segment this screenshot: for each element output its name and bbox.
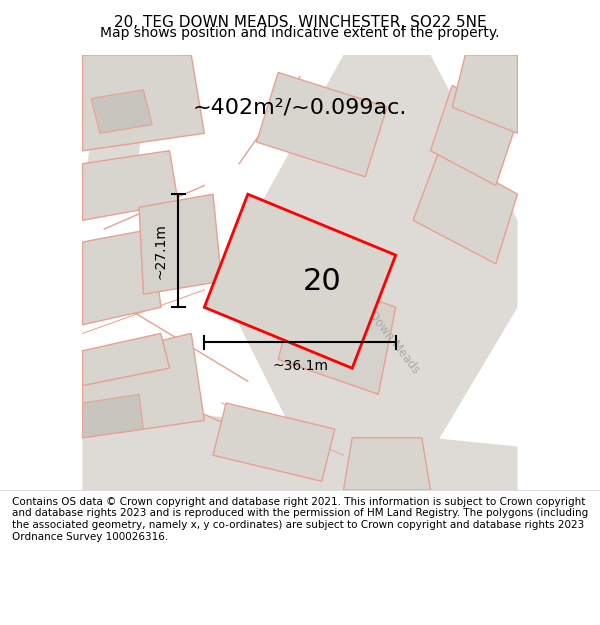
Polygon shape: [413, 151, 517, 264]
Text: Contains OS data © Crown copyright and database right 2021. This information is : Contains OS data © Crown copyright and d…: [12, 497, 588, 541]
Polygon shape: [235, 55, 517, 490]
Polygon shape: [82, 333, 204, 437]
Polygon shape: [204, 194, 396, 368]
Polygon shape: [82, 394, 143, 438]
Polygon shape: [82, 403, 517, 490]
Polygon shape: [257, 72, 387, 177]
Polygon shape: [213, 403, 335, 481]
Polygon shape: [452, 55, 517, 133]
Polygon shape: [343, 438, 431, 490]
Text: ~27.1m: ~27.1m: [154, 222, 167, 279]
Polygon shape: [82, 151, 178, 220]
Text: Map shows position and indicative extent of the property.: Map shows position and indicative extent…: [100, 26, 500, 39]
Polygon shape: [139, 194, 222, 294]
Polygon shape: [278, 272, 396, 394]
Polygon shape: [82, 55, 204, 151]
Text: 20, TEG DOWN MEADS, WINCHESTER, SO22 5NE: 20, TEG DOWN MEADS, WINCHESTER, SO22 5NE: [113, 16, 487, 31]
Polygon shape: [82, 229, 161, 325]
Polygon shape: [82, 333, 170, 386]
Polygon shape: [91, 90, 152, 133]
Text: ~36.1m: ~36.1m: [272, 359, 328, 374]
Text: 20: 20: [302, 267, 341, 296]
Polygon shape: [431, 86, 517, 186]
Text: Teg Down Meads: Teg Down Meads: [352, 291, 422, 376]
Polygon shape: [82, 55, 152, 194]
Text: ~402m²/~0.099ac.: ~402m²/~0.099ac.: [193, 98, 407, 118]
